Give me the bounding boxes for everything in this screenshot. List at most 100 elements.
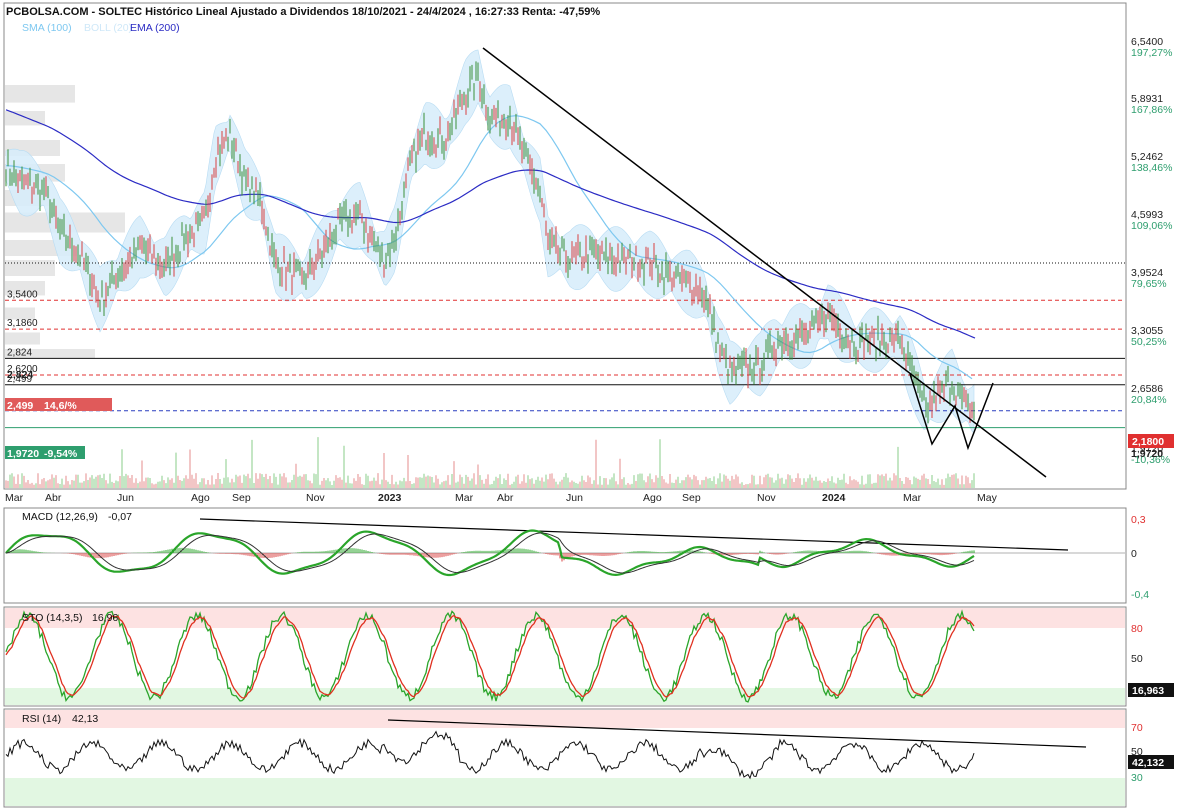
- x-axis-label: Ago: [191, 492, 210, 504]
- bollinger-band-area: [5, 49, 975, 435]
- x-axis-label: Mar: [455, 492, 474, 504]
- volume-profile-bar-0: [5, 85, 75, 103]
- sto-value-badge: [1128, 683, 1174, 697]
- x-axis-label: Jun: [566, 492, 583, 504]
- ema-200-line: [5, 109, 976, 339]
- level-label-4: 2,499: [7, 374, 32, 385]
- sto-tick-label: 50: [1131, 653, 1143, 665]
- sto-panel-frame: [3, 606, 1127, 707]
- x-axis-label: Nov: [757, 492, 776, 504]
- price-tick-label: 4,5993: [1131, 209, 1163, 221]
- legend-entry-1: BOLL (20): [84, 22, 132, 34]
- rsi-value-badge-text: 42,132: [1132, 757, 1164, 769]
- current-price-badge-text: 2,1800: [1132, 436, 1164, 448]
- price-tick-label: 5,2462: [1131, 151, 1163, 163]
- volume-profile-bar-8: [5, 281, 45, 296]
- rsi-oversold-zone: [5, 778, 1125, 806]
- macd-panel-frame: [3, 507, 1127, 604]
- macd-indicator: [5, 529, 1125, 577]
- price-tick-label: 6,5400: [1131, 36, 1163, 48]
- volume-profile-bar-11: [5, 349, 95, 359]
- sto-d-line: [5, 614, 975, 699]
- current-price-badge: [1128, 434, 1174, 448]
- x-axis-label: Sep: [232, 492, 251, 504]
- sma-100-path: [5, 114, 973, 380]
- chart-title: PCBOLSA.COM - SOLTEC Histórico Lineal Aj…: [6, 6, 600, 18]
- sto-oversold-zone: [5, 688, 1125, 705]
- labels: 3,54003,18602,8242,62002,499PCBOLSA.COM …: [5, 6, 1163, 725]
- x-axis-label: Sep: [682, 492, 701, 504]
- level-label-1: 3,1860: [7, 318, 38, 329]
- volume-profile-bar-10: [5, 332, 40, 345]
- macd-trendline: [199, 518, 1069, 551]
- legend-entry-2: EMA (200): [130, 22, 180, 34]
- low-badge-pct: -9,54%: [44, 448, 78, 460]
- price-pct-label: 138,46%: [1131, 162, 1172, 174]
- macd-label: MACD (12,26,9): [22, 511, 98, 523]
- rsi-value-badge: [1128, 755, 1174, 769]
- rsi-tick-label: 50: [1131, 746, 1143, 758]
- x-axis-label: Abr: [497, 492, 514, 504]
- sto-k-line: [5, 609, 975, 703]
- price-pct-label: 109,06%: [1131, 220, 1172, 232]
- down-trendline: [482, 47, 1047, 478]
- price-pct-label: 20,84%: [1131, 394, 1167, 406]
- low-badge-price: 1,9720: [7, 448, 39, 460]
- x-axis-label: May: [977, 492, 998, 504]
- rsi-tick-label: 30: [1131, 772, 1143, 784]
- ema-200-path: [5, 109, 976, 339]
- rsi-tick-label: 70: [1131, 722, 1143, 734]
- price-pct-label: -10,36%: [1131, 454, 1170, 466]
- macd-line: [5, 529, 975, 577]
- rsi-panel-frame: [3, 708, 1127, 808]
- price-pct-label: 197,27%: [1131, 47, 1172, 59]
- price-pct-label: 79,65%: [1131, 278, 1167, 290]
- low-level-axis-label: 1,9720: [1131, 448, 1163, 460]
- x-axis-label: 2024: [822, 492, 846, 504]
- rsi-trendline: [387, 719, 1087, 748]
- sto-tick-label: 80: [1131, 623, 1143, 635]
- stochastic-indicator: [5, 609, 975, 703]
- low-badge: [5, 446, 85, 459]
- legend-entry-0: SMA (100): [22, 22, 72, 34]
- x-axis-label: Mar: [903, 492, 922, 504]
- x-axis-label: Jun: [117, 492, 134, 504]
- level-label-2: 2,824: [7, 347, 32, 358]
- sto-value-badge-text: 16,963: [1132, 685, 1164, 697]
- rsi-value: 42,13: [72, 713, 98, 725]
- overlap-level-label: 2,824: [7, 369, 33, 381]
- x-axis-label: Nov: [306, 492, 325, 504]
- macd-signal-line: [5, 532, 975, 574]
- w-pattern-line: [909, 373, 994, 451]
- price-pct-label: 167,86%: [1131, 104, 1172, 116]
- level-label-0: 3,5400: [7, 289, 38, 300]
- price-pct-label: 50,25%: [1131, 336, 1167, 348]
- support-badge: [5, 398, 112, 411]
- rsi-overbought-zone: [5, 710, 1125, 728]
- x-axis-label: Abr: [45, 492, 62, 504]
- volume-bars: [5, 437, 975, 488]
- rsi-indicator: [5, 730, 975, 780]
- trend-lines: [199, 47, 1087, 748]
- sto-label: STO (14,3,5): [22, 612, 83, 624]
- price-tick-label: 3,3055: [1131, 325, 1163, 337]
- price-tick-label: 3,9524: [1131, 267, 1163, 279]
- price-tick-label: 2,6586: [1131, 383, 1163, 395]
- rsi-line: [5, 730, 975, 780]
- x-axis-label: Ago: [643, 492, 662, 504]
- macd-tick-label: -0,4: [1131, 589, 1149, 601]
- sto-overbought-zone: [5, 608, 1125, 628]
- rsi-label: RSI (14): [22, 713, 61, 725]
- macd-tick-label: 0: [1131, 548, 1137, 560]
- macd-tick-label: 0,3: [1131, 514, 1146, 526]
- level-label-3: 2,6200: [7, 364, 38, 375]
- macd-value: -0,07: [108, 511, 132, 523]
- price-panel-frame: [3, 2, 1127, 490]
- support-badge-pct: 14,6/%: [44, 400, 77, 412]
- bollinger-band: [5, 49, 975, 435]
- sto-value: 16,96: [92, 612, 118, 624]
- x-axis-label: 2023: [378, 492, 402, 504]
- sma-100-line: [5, 114, 973, 380]
